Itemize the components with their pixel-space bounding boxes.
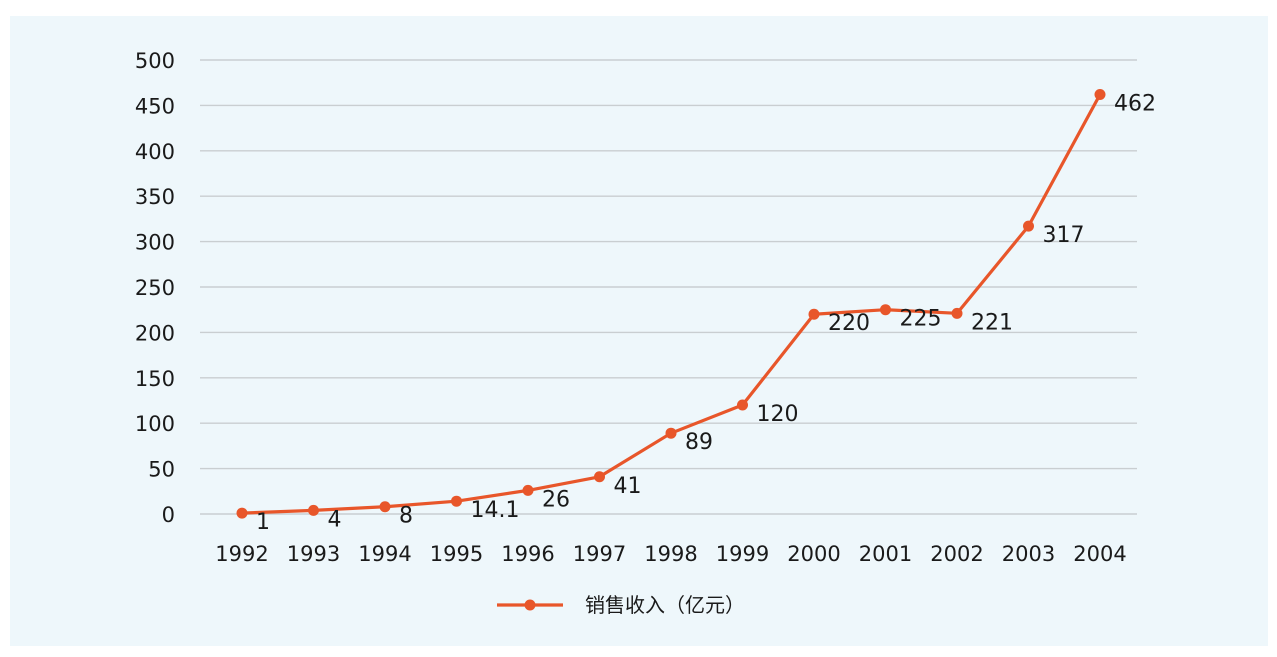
x-tick-label-1999: 1999	[716, 542, 769, 566]
y-tick-label-250: 250	[135, 276, 175, 300]
data-point-2003	[1023, 220, 1034, 232]
data-label-1993: 4	[328, 507, 342, 532]
data-label-1996: 26	[542, 487, 570, 512]
data-label-1992: 1	[256, 510, 270, 535]
x-tick-label-2002: 2002	[930, 542, 983, 566]
data-point-1993	[308, 504, 319, 516]
x-axis-ticks: 1992 1993 1994 1995 1996 1997 1998 1999 2000 2001…	[215, 542, 1126, 566]
series-line	[241, 93, 1102, 515]
x-tick-label-2003: 2003	[1002, 542, 1055, 566]
y-tick-label-0: 0	[162, 503, 175, 527]
y-tick-label-150: 150	[135, 367, 175, 391]
chart-panel	[10, 16, 1268, 646]
data-point-2002	[951, 307, 963, 319]
legend-marker	[524, 599, 536, 611]
data-point-2004	[1094, 89, 1106, 101]
x-tick-label-2004: 2004	[1073, 542, 1126, 566]
y-tick-label-350: 350	[135, 185, 175, 209]
data-labels: 1 4 8 14.1 26 41 89 120 220 225 221 317 462	[256, 92, 1156, 536]
y-tick-label-200: 200	[135, 321, 175, 345]
y-tick-label-100: 100	[135, 412, 175, 436]
legend: 销售收入（亿元）	[497, 593, 745, 617]
x-tick-label-1995: 1995	[430, 542, 483, 566]
data-point-2000	[808, 308, 820, 320]
data-label-2002: 221	[971, 310, 1013, 335]
data-label-2003: 317	[1043, 223, 1085, 248]
data-point-2001	[880, 304, 891, 316]
data-label-1995: 14.1	[471, 498, 520, 523]
y-tick-label-400: 400	[135, 140, 175, 164]
data-label-1998: 89	[685, 430, 713, 455]
y-tick-label-500: 500	[135, 49, 175, 73]
x-tick-label-1992: 1992	[215, 542, 268, 566]
x-tick-label-1994: 1994	[358, 542, 411, 566]
x-tick-label-1996: 1996	[501, 542, 554, 566]
data-label-2001: 225	[900, 307, 942, 332]
data-point-1995	[451, 495, 462, 507]
data-label-1994: 8	[399, 504, 413, 529]
x-tick-label-1998: 1998	[644, 542, 697, 566]
y-tick-label-450: 450	[135, 94, 175, 118]
data-label-1999: 120	[757, 402, 799, 427]
data-label-2004: 462	[1114, 92, 1156, 117]
data-label-2000: 220	[828, 311, 870, 336]
data-label-1997: 41	[614, 474, 642, 499]
x-tick-label-1997: 1997	[573, 542, 626, 566]
x-tick-label-1993: 1993	[287, 542, 340, 566]
data-point-1996	[522, 484, 534, 496]
y-axis-ticks: 0 50 100 150 200 250 300 350 400 450 500	[135, 49, 175, 527]
data-point-1997	[594, 471, 605, 483]
series-layer	[236, 89, 1106, 519]
y-tick-label-300: 300	[135, 231, 175, 255]
y-tick-label-50: 50	[148, 458, 175, 482]
legend-label: 销售收入（亿元）	[585, 593, 745, 617]
data-point-1994	[379, 501, 391, 513]
gridlines	[200, 59, 1137, 515]
x-tick-label-2000: 2000	[787, 542, 840, 566]
data-point-1992	[236, 507, 248, 519]
data-point-1998	[665, 427, 677, 439]
x-tick-label-2001: 2001	[859, 542, 912, 566]
data-point-1999	[737, 399, 748, 411]
